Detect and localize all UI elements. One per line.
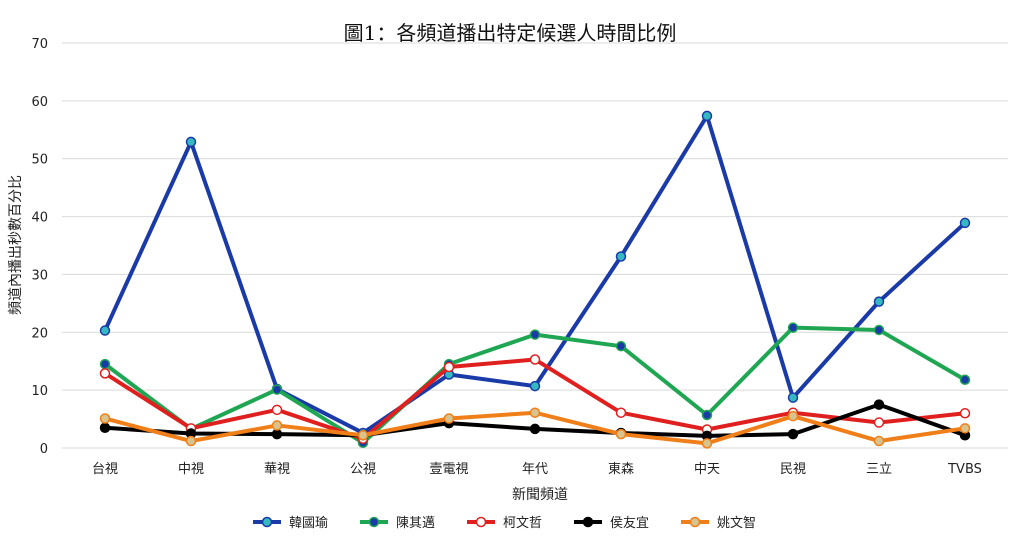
- legend-label: 姚文智: [717, 516, 756, 531]
- data-point: [529, 423, 541, 435]
- data-point: [185, 435, 197, 447]
- x-tick-label: 公視: [350, 462, 376, 477]
- data-point: [873, 324, 885, 336]
- data-point: [271, 420, 283, 431]
- data-point: [271, 428, 283, 440]
- legend-marker: [368, 516, 380, 528]
- series-layer: [99, 110, 971, 449]
- legend-label: 柯文哲: [503, 516, 542, 531]
- data-point: [185, 136, 197, 148]
- legend-marker: [261, 516, 273, 528]
- legend-item: 陳其邁: [360, 516, 435, 531]
- legend-item: 柯文哲: [467, 516, 542, 531]
- x-tick-label: 台視: [92, 462, 118, 477]
- y-axis-ticks: 0 10 20 30 40 50 60 70: [31, 37, 48, 457]
- x-tick-label: 中天: [694, 462, 720, 477]
- y-tick-label: 60: [31, 95, 48, 110]
- x-tick-label: 東森: [608, 461, 634, 477]
- data-point: [99, 325, 111, 336]
- data-point: [959, 423, 971, 434]
- data-point: [357, 430, 369, 441]
- y-tick-label: 30: [31, 268, 48, 283]
- legend-item: 韓國瑜: [253, 516, 328, 531]
- data-point: [787, 428, 799, 440]
- y-tick-label: 40: [31, 211, 48, 226]
- data-point: [615, 407, 627, 418]
- data-point: [271, 384, 283, 395]
- data-point: [959, 374, 971, 385]
- data-point: [787, 410, 799, 422]
- data-point: [959, 408, 971, 419]
- data-point: [873, 399, 885, 410]
- series-3: [99, 354, 971, 444]
- x-tick-label: 年代: [522, 462, 548, 477]
- data-point: [615, 340, 627, 352]
- chart-title: 圖1：各頻道播出特定候選人時間比例: [344, 21, 677, 45]
- data-point: [99, 422, 111, 433]
- legend-item: 侯友宜: [574, 515, 649, 531]
- y-tick-label: 70: [31, 37, 48, 52]
- x-tick-label: 壹電視: [429, 462, 468, 477]
- data-point: [529, 407, 541, 418]
- data-point: [99, 368, 111, 379]
- legend-marker: [475, 516, 487, 528]
- data-point: [701, 409, 713, 421]
- data-point: [959, 217, 971, 229]
- data-point: [529, 329, 541, 340]
- data-point: [443, 361, 455, 373]
- legend-item: 姚文智: [681, 516, 756, 531]
- series-1: [99, 110, 971, 439]
- data-point: [615, 428, 627, 440]
- y-tick-label: 10: [31, 384, 48, 399]
- x-tick-label: TVBS: [947, 462, 982, 477]
- data-point: [873, 435, 885, 447]
- x-axis-ticks: 台視 中視 華視 公視 壹電視 年代 東森 中天 民視 三立 TVBS: [92, 461, 982, 477]
- data-point: [529, 354, 541, 365]
- legend-label: 侯友宜: [610, 515, 649, 531]
- x-tick-label: 中視: [178, 462, 204, 477]
- data-point: [99, 358, 111, 370]
- y-tick-label: 0: [40, 442, 48, 457]
- data-point: [99, 413, 111, 424]
- legend-label: 陳其邁: [396, 516, 435, 531]
- y-tick-label: 50: [31, 153, 48, 168]
- data-point: [529, 380, 541, 392]
- data-point: [873, 296, 885, 307]
- x-tick-label: 三立: [866, 462, 892, 477]
- legend-marker: [689, 516, 701, 528]
- data-point: [873, 417, 885, 428]
- data-point: [787, 322, 799, 333]
- legend: 韓國瑜 陳其邁 柯文哲 侯友宜 姚文智: [253, 515, 756, 531]
- data-point: [701, 438, 713, 449]
- series-5: [99, 407, 971, 449]
- data-point: [271, 404, 283, 416]
- data-point: [443, 413, 455, 424]
- legend-marker: [582, 516, 594, 528]
- y-axis-title: 頻道內播出秒數百分比: [8, 175, 24, 315]
- x-tick-label: 民視: [780, 462, 806, 477]
- x-axis-title: 新聞頻道: [512, 487, 568, 503]
- y-tick-label: 20: [31, 326, 48, 341]
- data-point: [701, 110, 713, 122]
- x-tick-label: 華視: [264, 462, 290, 477]
- legend-label: 韓國瑜: [289, 516, 328, 531]
- data-point: [615, 251, 627, 262]
- data-point: [787, 392, 799, 403]
